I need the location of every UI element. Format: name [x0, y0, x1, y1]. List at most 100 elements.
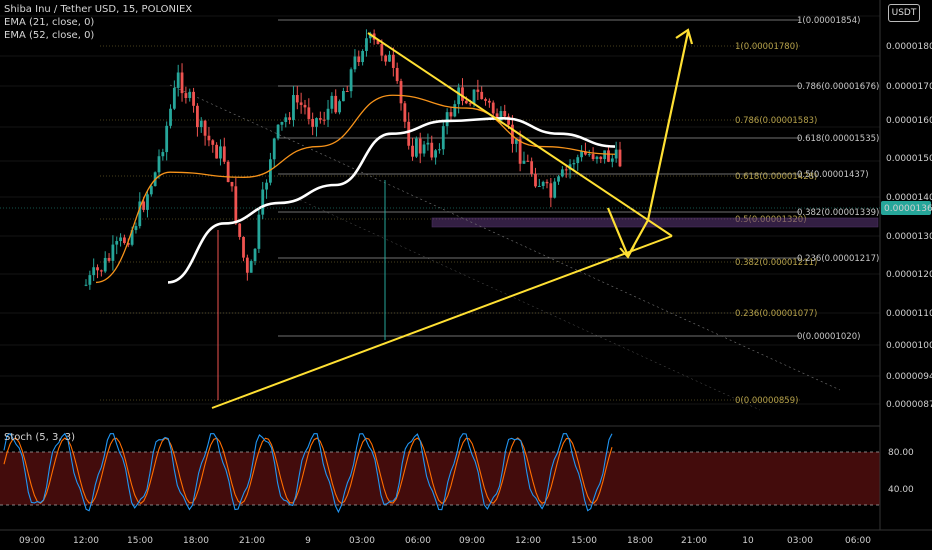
fib-right-label: 0.382(0.00001339): [797, 208, 879, 218]
candle-body: [280, 121, 284, 125]
fib-left-label: 0.618(0.00001428): [735, 172, 817, 182]
candle-body: [576, 157, 580, 164]
candle-body: [522, 160, 526, 164]
candle-body: [119, 237, 122, 242]
ema-slow-line: [167, 117, 616, 284]
fib-left-label: 0(0.00000859): [735, 396, 798, 406]
candle-body: [107, 257, 111, 261]
fib-right-label: 0.5(0.00001437): [797, 170, 869, 180]
candle-body: [618, 149, 622, 167]
candle-body: [172, 87, 176, 109]
ema-fast-line: [95, 94, 616, 284]
candle-body: [526, 160, 530, 162]
time-axis-bg: [0, 530, 932, 550]
candle-body: [88, 275, 92, 285]
arrow-head: [675, 28, 694, 45]
stoch-pane: [0, 425, 932, 526]
candle-body: [480, 91, 484, 100]
candle-body: [518, 139, 522, 164]
candle-body: [495, 113, 499, 121]
candle-body: [207, 135, 211, 141]
fib-right-label: 0.236(0.00001217): [797, 254, 879, 264]
candle-body: [169, 108, 172, 126]
candle-body: [123, 237, 126, 243]
candle-body: [115, 241, 119, 245]
time-tick-label: 18:00: [627, 536, 653, 546]
time-tick-label: 15:00: [127, 536, 153, 546]
candle-body: [146, 194, 149, 210]
candle-body: [161, 152, 165, 157]
candle-body: [361, 50, 365, 63]
time-tick-label: 15:00: [571, 536, 597, 546]
candle-body: [230, 181, 234, 187]
candle-body: [203, 120, 207, 136]
candle-body: [130, 230, 134, 245]
time-tick-label: 09:00: [459, 536, 485, 546]
currency-badge[interactable]: USDT: [888, 4, 920, 22]
candle-body: [603, 150, 607, 160]
candle-body: [245, 257, 249, 273]
candle-body: [395, 67, 399, 82]
candle-body: [261, 189, 265, 215]
candle-body: [215, 144, 219, 159]
candle-body: [295, 95, 299, 103]
candle-body: [142, 201, 146, 210]
candle-body: [572, 163, 576, 165]
candle-body: [92, 267, 96, 276]
candle-body: [388, 54, 391, 62]
price-axis-bg: [880, 0, 932, 530]
candle-body: [349, 69, 353, 92]
candle-body: [503, 111, 507, 117]
fib-right-label: 1(0.00001854): [797, 16, 860, 26]
candle-body: [507, 116, 510, 125]
candle-body: [334, 95, 338, 113]
candle-body: [511, 124, 514, 144]
candle-body: [157, 156, 161, 173]
arrow-head: [619, 245, 635, 259]
candle-body: [560, 169, 564, 177]
drawings: [211, 28, 694, 409]
candle-body: [541, 181, 545, 186]
candle-body: [176, 72, 180, 88]
fib-retracements: 1(0.00001780) 0.786(0.00001583) 0.618(0.00…: [100, 16, 879, 411]
candle-body: [553, 181, 557, 198]
candle-body: [299, 102, 303, 105]
time-tick-label: 03:00: [787, 536, 813, 546]
candle-body: [599, 156, 603, 160]
candle-body: [138, 201, 142, 227]
candle-body: [514, 139, 518, 144]
fib-right-label: 0.618(0.00001535): [797, 134, 879, 144]
candle-body: [449, 112, 453, 117]
fib-left-label: 0.786(0.00001583): [735, 116, 817, 126]
trend-guide: [169, 84, 841, 391]
candle-body: [530, 161, 534, 174]
candle-body: [284, 117, 288, 122]
candle-body: [557, 176, 560, 182]
stoch-d-line: [3, 437, 613, 505]
candle-body: [376, 39, 380, 44]
candle-body: [192, 91, 195, 106]
candle-body: [595, 156, 599, 160]
candle-body: [434, 150, 437, 158]
candle-body: [96, 267, 99, 271]
ema-lines: [95, 94, 616, 284]
grid: [0, 15, 880, 405]
candle-body: [265, 182, 268, 190]
candle-body: [315, 118, 318, 127]
candle-body: [407, 121, 411, 146]
candle-body: [307, 107, 311, 119]
candle-body: [580, 151, 583, 158]
time-tick-label: 10: [742, 536, 754, 546]
candle-body: [422, 144, 426, 154]
candle-body: [357, 56, 361, 63]
candle-body: [476, 89, 480, 92]
